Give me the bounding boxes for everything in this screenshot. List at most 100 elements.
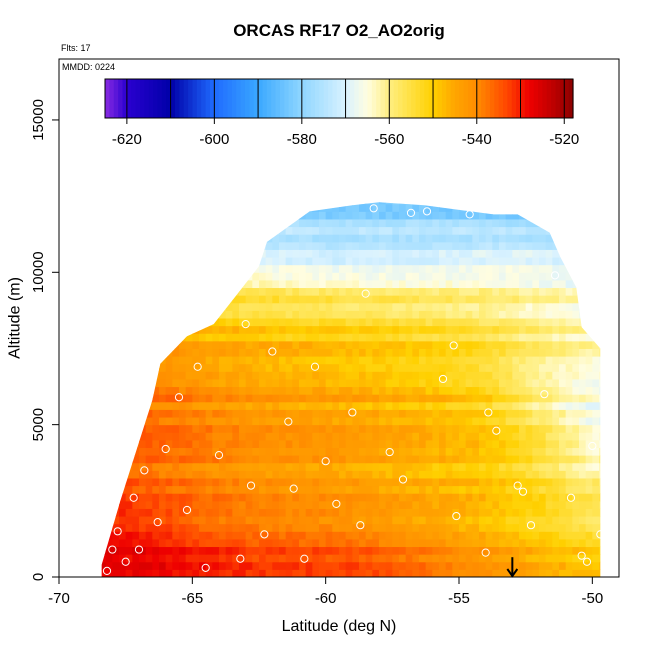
heatmap-cell (419, 531, 427, 540)
heatmap-cell (105, 371, 113, 380)
heatmap-cell (572, 523, 580, 532)
heatmap-cell (545, 272, 553, 281)
heatmap-cell (179, 325, 187, 334)
heatmap-cell (412, 249, 420, 258)
heatmap-cell (205, 462, 213, 471)
heatmap-cell (299, 386, 307, 395)
heatmap-cell (305, 348, 313, 357)
heatmap-cell (385, 356, 393, 365)
heatmap-cell (439, 340, 447, 349)
heatmap-cell (139, 249, 147, 258)
heatmap-cell (399, 348, 407, 357)
heatmap-cell (419, 523, 427, 532)
heatmap-cell (519, 234, 527, 243)
heatmap-cell (325, 417, 333, 426)
heatmap-cell (365, 546, 373, 555)
heatmap-cell (412, 363, 420, 372)
heatmap-cell (459, 477, 467, 487)
heatmap-cell (352, 531, 360, 540)
heatmap-cell (459, 356, 467, 365)
heatmap-cell (465, 485, 473, 494)
heatmap-cell (465, 455, 473, 464)
heatmap-cell (305, 318, 313, 327)
heatmap-cell (212, 546, 220, 555)
heatmap-cell (232, 302, 240, 311)
heatmap-cell (452, 493, 460, 502)
heatmap-cell (599, 439, 601, 448)
heatmap-cell (439, 264, 447, 273)
heatmap-cell (579, 554, 587, 563)
heatmap-cell (439, 470, 447, 479)
heatmap-cell (192, 295, 200, 304)
heatmap-cell (339, 470, 347, 479)
heatmap-cell (112, 203, 120, 212)
heatmap-cell (405, 218, 413, 228)
heatmap-cell (259, 401, 267, 410)
heatmap-cell (145, 516, 153, 525)
heatmap-cell (259, 241, 267, 250)
heatmap-cell (145, 523, 153, 532)
heatmap-cell (145, 218, 153, 228)
heatmap-cell (452, 325, 460, 334)
heatmap-cell (572, 432, 580, 441)
heatmap-cell (225, 211, 233, 220)
heatmap-cell (232, 485, 240, 494)
heatmap-cell (379, 203, 387, 212)
heatmap-cell (179, 523, 187, 532)
heatmap-cell (185, 500, 193, 509)
heatmap-cell (239, 302, 247, 311)
heatmap-cell (465, 500, 473, 509)
heatmap-cell (432, 264, 440, 273)
heatmap-cell (412, 318, 420, 327)
heatmap-cell (479, 202, 487, 205)
heatmap-cell (272, 241, 280, 250)
colorbar-segment (328, 79, 334, 118)
heatmap-cell (205, 264, 213, 273)
heatmap-cell (559, 325, 567, 334)
heatmap-cell (179, 455, 187, 464)
heatmap-cell (565, 424, 573, 433)
heatmap-cell (419, 401, 427, 410)
heatmap-cell (599, 493, 601, 502)
heatmap-cell (259, 470, 267, 479)
sample-point (113, 527, 122, 536)
heatmap-cell (579, 226, 587, 235)
heatmap-cell (132, 569, 140, 577)
heatmap-cell (219, 325, 227, 334)
heatmap-cell (152, 378, 160, 388)
heatmap-cell (552, 310, 560, 319)
heatmap-cell (232, 531, 240, 540)
heatmap-cell (372, 455, 380, 464)
heatmap-cell (552, 211, 560, 220)
heatmap-cell (319, 462, 327, 471)
heatmap-cell (279, 386, 287, 395)
heatmap-cell (385, 386, 393, 395)
heatmap-cell (472, 325, 480, 334)
heatmap-cell (352, 424, 360, 433)
colorbar-segment (516, 79, 522, 118)
heatmap-cell (299, 340, 307, 349)
heatmap-cell (439, 401, 447, 410)
heatmap-cell (152, 202, 160, 205)
heatmap-cell (185, 470, 193, 479)
heatmap-cell (325, 432, 333, 441)
heatmap-cell (492, 371, 500, 380)
heatmap-cell (165, 447, 173, 456)
heatmap-cell (519, 325, 527, 334)
heatmap-cell (305, 394, 313, 403)
heatmap-cell (165, 409, 173, 418)
heatmap-cell (439, 554, 447, 563)
heatmap-cell (572, 211, 580, 220)
heatmap-cell (565, 363, 573, 372)
heatmap-cell (412, 485, 420, 494)
heatmap-cell (285, 203, 293, 212)
heatmap-cell (432, 279, 440, 289)
heatmap-cell (499, 561, 507, 570)
heatmap-cell (472, 500, 480, 509)
heatmap-cell (419, 493, 427, 502)
heatmap-cell (459, 202, 467, 205)
heatmap-cell (479, 287, 487, 296)
heatmap-cell (425, 508, 433, 517)
sample-point (361, 289, 370, 298)
heatmap-cell (372, 500, 380, 509)
